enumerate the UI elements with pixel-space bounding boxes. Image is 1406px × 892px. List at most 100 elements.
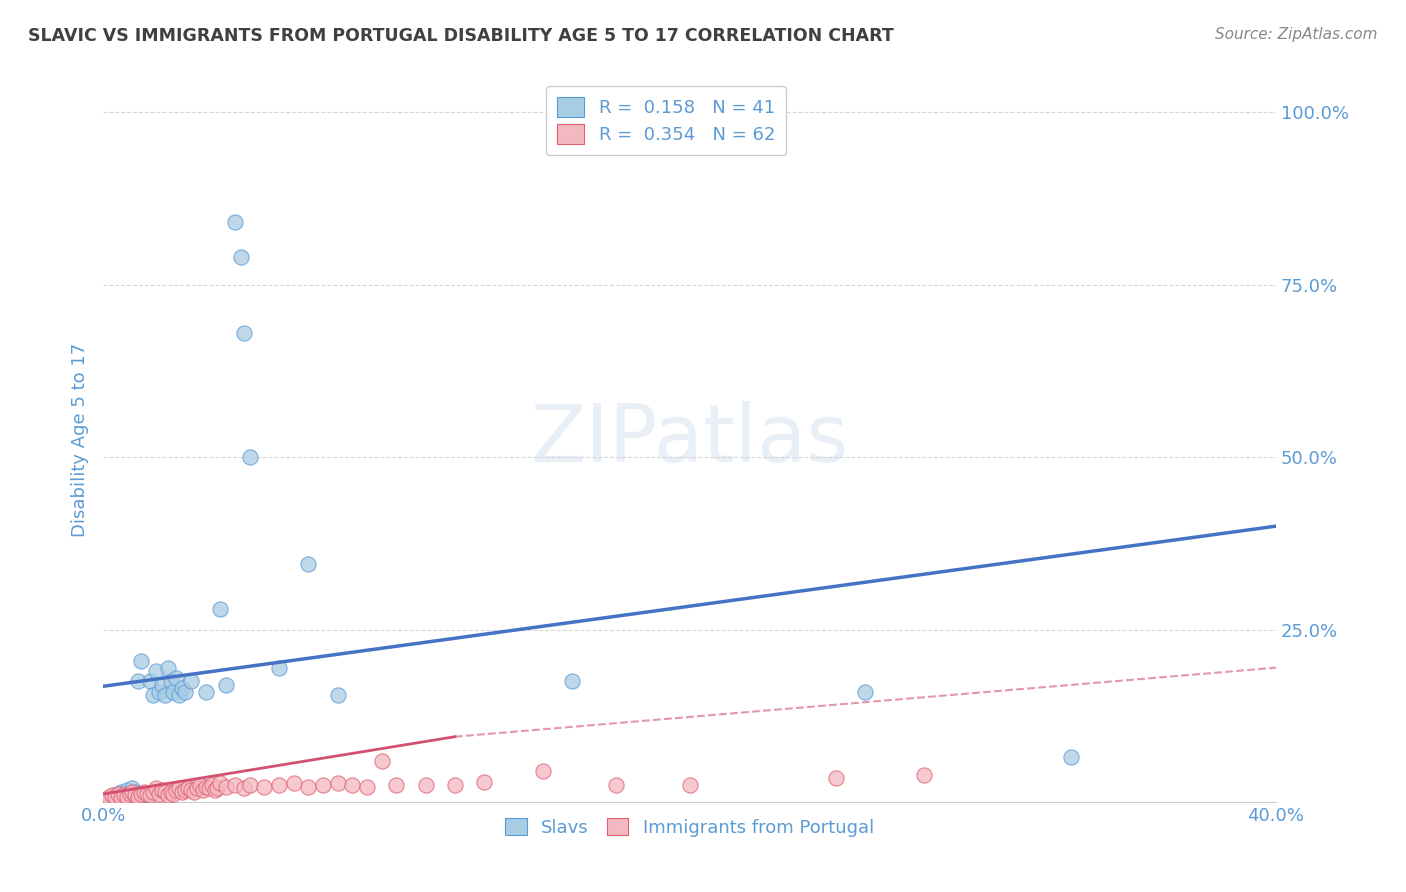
Point: [183, 785, 205, 799]
Point: [472, 774, 495, 789]
Point: [239, 778, 262, 792]
Point: [605, 778, 627, 792]
Point: [112, 789, 135, 803]
Point: [444, 778, 467, 792]
Point: [129, 787, 152, 801]
Point: [561, 674, 583, 689]
Point: [101, 789, 124, 804]
Point: [142, 785, 165, 799]
Point: [159, 785, 181, 799]
Point: [385, 778, 408, 792]
Point: [162, 787, 184, 801]
Point: [118, 787, 141, 801]
Point: [104, 789, 127, 803]
Point: [104, 789, 127, 804]
Point: [191, 782, 214, 797]
Legend: Slavs, Immigrants from Portugal: Slavs, Immigrants from Portugal: [498, 811, 882, 844]
Point: [162, 685, 184, 699]
Point: [139, 674, 162, 689]
Point: [159, 674, 181, 689]
Point: [98, 789, 121, 804]
Point: [112, 789, 135, 803]
Point: [148, 685, 170, 699]
Point: [121, 785, 143, 799]
Point: [188, 778, 211, 792]
Point: [101, 789, 124, 803]
Point: [177, 781, 200, 796]
Point: [150, 782, 173, 797]
Point: [312, 778, 335, 792]
Text: Source: ZipAtlas.com: Source: ZipAtlas.com: [1215, 27, 1378, 42]
Point: [136, 787, 159, 801]
Point: [150, 678, 173, 692]
Point: [110, 785, 132, 799]
Point: [342, 778, 364, 792]
Point: [165, 782, 187, 797]
Point: [121, 781, 143, 796]
Point: [145, 664, 167, 678]
Point: [186, 781, 208, 796]
Point: [326, 688, 349, 702]
Point: [531, 764, 554, 779]
Point: [94, 792, 117, 806]
Point: [283, 776, 305, 790]
Point: [110, 791, 132, 805]
Point: [115, 789, 138, 804]
Point: [153, 688, 176, 702]
Point: [145, 781, 167, 796]
Point: [825, 771, 848, 785]
Y-axis label: Disability Age 5 to 17: Disability Age 5 to 17: [72, 343, 89, 537]
Point: [172, 681, 194, 696]
Point: [174, 685, 197, 699]
Point: [98, 792, 121, 806]
Point: [148, 787, 170, 801]
Point: [129, 654, 152, 668]
Text: ZIPatlas: ZIPatlas: [530, 401, 849, 479]
Point: [209, 776, 232, 790]
Point: [153, 785, 176, 799]
Text: SLAVIC VS IMMIGRANTS FROM PORTUGAL DISABILITY AGE 5 TO 17 CORRELATION CHART: SLAVIC VS IMMIGRANTS FROM PORTUGAL DISAB…: [28, 27, 894, 45]
Point: [134, 789, 156, 803]
Point: [855, 685, 877, 699]
Point: [356, 780, 378, 794]
Point: [197, 781, 219, 796]
Point: [201, 778, 224, 792]
Point: [209, 602, 232, 616]
Point: [232, 781, 254, 796]
Point: [169, 688, 191, 702]
Point: [297, 780, 319, 794]
Point: [194, 780, 217, 794]
Point: [107, 787, 129, 801]
Point: [124, 785, 146, 799]
Point: [1060, 750, 1083, 764]
Point: [232, 326, 254, 340]
Point: [174, 782, 197, 797]
Point: [165, 671, 187, 685]
Point: [267, 660, 290, 674]
Point: [207, 781, 229, 796]
Point: [224, 215, 246, 229]
Point: [156, 789, 179, 803]
Point: [204, 782, 226, 797]
Point: [180, 674, 202, 689]
Point: [267, 778, 290, 792]
Point: [326, 776, 349, 790]
Point: [215, 678, 238, 692]
Point: [139, 789, 162, 803]
Point: [297, 557, 319, 571]
Point: [239, 450, 262, 464]
Point: [156, 660, 179, 674]
Point: [134, 785, 156, 799]
Point: [229, 250, 252, 264]
Point: [127, 789, 149, 804]
Point: [127, 674, 149, 689]
Point: [169, 781, 191, 796]
Point: [115, 782, 138, 797]
Point: [124, 789, 146, 803]
Point: [118, 789, 141, 804]
Point: [194, 685, 217, 699]
Point: [912, 767, 935, 781]
Point: [107, 787, 129, 801]
Point: [180, 782, 202, 797]
Point: [370, 754, 392, 768]
